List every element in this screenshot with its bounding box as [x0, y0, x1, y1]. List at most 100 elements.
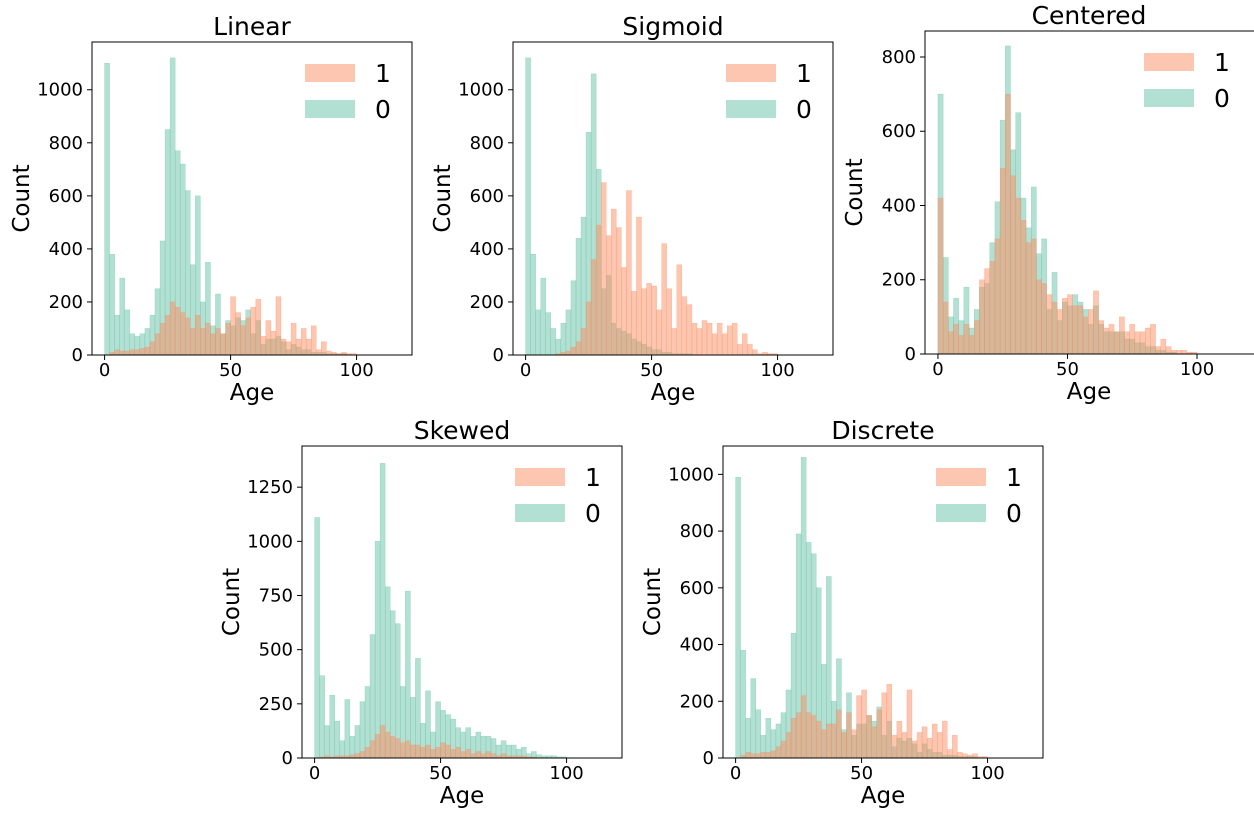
legend: 10: [305, 59, 391, 124]
bar-series-1: [364, 746, 371, 759]
axes-frame: [301, 445, 623, 759]
bar-series-1: [195, 315, 201, 356]
bar-series-0: [379, 463, 386, 759]
bar-series-1: [134, 349, 141, 356]
bar-series-0: [389, 610, 396, 759]
bar-series-1: [475, 751, 482, 759]
bar-series-1: [711, 333, 718, 356]
bar-series-1: [154, 333, 161, 356]
bar-series-0: [565, 309, 572, 356]
bar-series-1: [600, 182, 607, 356]
bar-series-0: [329, 694, 335, 759]
bar-series-1: [886, 684, 893, 759]
bar-series-1: [200, 328, 206, 356]
legend-label: 0: [585, 499, 601, 528]
legend-swatch-1: [936, 468, 986, 486]
bar-series-1: [901, 732, 908, 759]
bar-series-1: [425, 744, 431, 759]
y-tick-label: 600: [680, 578, 714, 599]
x-axis-label: Age: [1067, 379, 1111, 405]
chart-title: Discrete: [831, 416, 934, 445]
bar-series-0: [324, 725, 330, 759]
bar-series-0: [395, 623, 401, 759]
bar-series-1: [185, 317, 191, 356]
y-tick-label: 750: [259, 586, 293, 607]
bar-series-0: [344, 699, 351, 759]
x-tick-label: 50: [1056, 359, 1079, 380]
x-tick-label: 0: [309, 763, 320, 784]
bar-series-1: [651, 285, 657, 356]
bar-series-1: [616, 227, 622, 356]
y-tick-label: 600: [49, 186, 83, 207]
bar-series-1: [311, 325, 317, 356]
bar-series-1: [962, 753, 968, 759]
bar-series-0: [735, 477, 741, 759]
bar-series-1: [1181, 350, 1187, 355]
bar-series-0: [540, 277, 546, 356]
bar-series-1: [1077, 305, 1084, 355]
bar-series-1: [245, 317, 251, 356]
bar-series-1: [1098, 320, 1104, 355]
bar-series-0: [530, 253, 536, 356]
bar-series-0: [570, 280, 577, 356]
bar-series-1: [936, 732, 943, 759]
bar-series-1: [755, 753, 762, 759]
bar-series-1: [770, 750, 777, 759]
bar-series-1: [369, 740, 376, 759]
bar-series-1: [737, 344, 743, 356]
bar-series-1: [1036, 279, 1042, 355]
bar-series-1: [979, 279, 985, 355]
x-tick-label: 50: [640, 360, 663, 381]
bar-series-0: [369, 634, 376, 759]
bar-series-1: [701, 320, 708, 356]
bar-series-0: [319, 675, 325, 759]
x-tick-label: 0: [520, 360, 531, 381]
bar-series-0: [545, 312, 552, 356]
bar-series-1: [846, 712, 852, 759]
legend: 10: [1144, 48, 1230, 113]
bar-series-1: [681, 296, 688, 356]
bar-series-0: [550, 328, 557, 356]
bar-series-1: [836, 709, 842, 759]
bar-series-1: [384, 731, 391, 759]
bar-series-1: [721, 333, 728, 356]
bar-series-0: [314, 517, 320, 759]
legend-swatch-0: [1144, 89, 1194, 107]
bar-series-1: [752, 349, 758, 356]
bar-series-0: [555, 338, 562, 356]
bar-series-1: [641, 288, 647, 356]
y-tick-label: 1000: [247, 531, 293, 552]
bar-series-1: [856, 695, 862, 759]
legend-label: 0: [375, 95, 391, 124]
bar-series-1: [931, 723, 938, 759]
x-tick-label: 50: [219, 360, 242, 381]
chart-title: Skewed: [414, 416, 511, 445]
bar-series-1: [265, 320, 272, 356]
bar-series-1: [400, 742, 406, 759]
y-tick-label: 0: [493, 345, 504, 366]
bar-series-1: [916, 732, 923, 759]
bar-series-0: [765, 718, 772, 759]
bar-series-0: [745, 718, 751, 759]
bar-series-1: [285, 341, 292, 356]
legend-label: 1: [796, 59, 812, 88]
y-tick-label: 800: [470, 133, 504, 154]
legend-swatch-0: [305, 100, 355, 118]
bar-series-1: [666, 288, 672, 356]
bar-series-1: [957, 752, 963, 759]
bar-series-1: [590, 259, 597, 356]
bar-series-1: [585, 301, 592, 356]
legend: 10: [936, 463, 1022, 528]
legend: 10: [515, 463, 601, 528]
bar-series-1: [129, 349, 136, 356]
legend-swatch-1: [1144, 53, 1194, 71]
bar-series-1: [1025, 242, 1032, 355]
bar-series-1: [470, 753, 477, 759]
bar-series-1: [316, 349, 322, 356]
bar-series-1: [805, 712, 812, 759]
x-tick-label: 50: [850, 763, 873, 784]
bar-series-1: [760, 752, 767, 759]
bar-series-1: [1051, 301, 1058, 355]
